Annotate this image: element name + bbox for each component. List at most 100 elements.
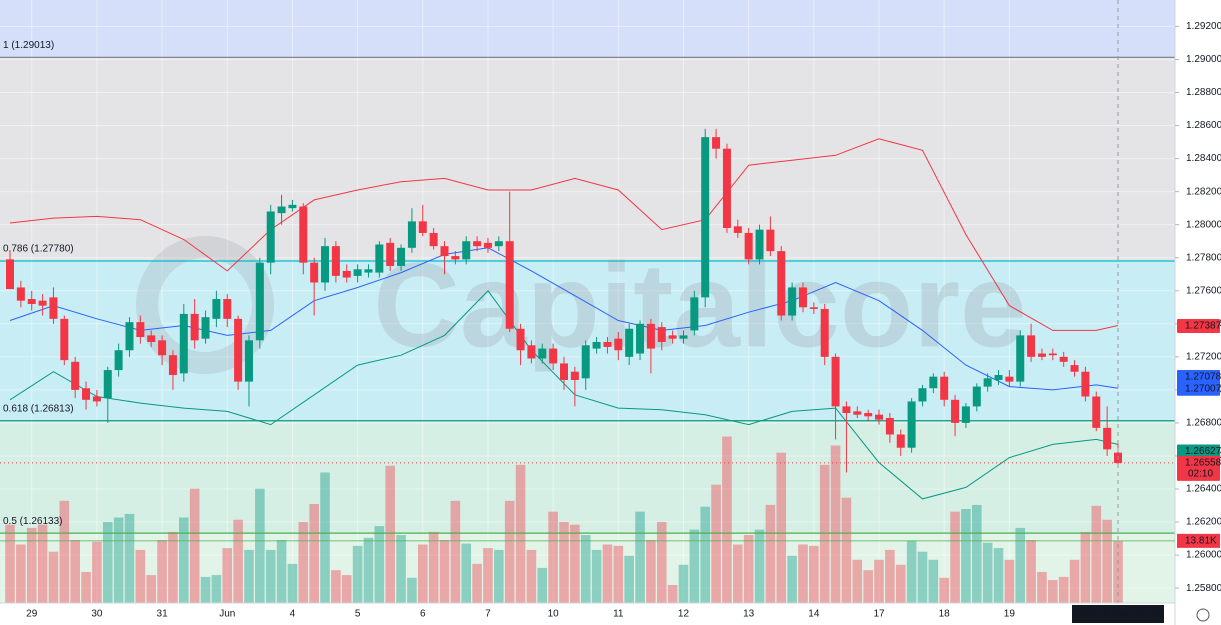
candle-body (1103, 427, 1112, 450)
candle-body (201, 317, 210, 339)
volume-bar (591, 549, 602, 603)
fib-label: 0.618 (1.26813) (3, 403, 74, 414)
candle-body (168, 355, 177, 376)
candle-body (712, 137, 721, 149)
volume-bar (59, 500, 70, 603)
volume-bar (168, 531, 178, 603)
volume-bar (124, 513, 135, 603)
y-tick-label: 1.28000 (1186, 219, 1221, 230)
candle-body (560, 363, 568, 380)
candle-body (951, 399, 960, 423)
volume-bar (548, 511, 558, 603)
volume-bar (971, 504, 982, 603)
candle-body (483, 242, 492, 248)
watermark: Capitalcore (373, 239, 1027, 373)
volume-bar (37, 524, 48, 603)
volume-bar (494, 549, 504, 603)
volume-bar (135, 549, 146, 603)
volume-bar (667, 585, 678, 603)
volume-bar (407, 577, 417, 603)
volume-bar (320, 472, 330, 603)
volume-bar (1015, 527, 1026, 603)
price-marker-box (1177, 369, 1220, 384)
y-tick-label: 1.27600 (1186, 285, 1221, 296)
x-tick-label: 12 (678, 609, 690, 620)
volume-bar (700, 506, 711, 603)
candle-body (592, 341, 601, 349)
settings-icon[interactable] (1196, 608, 1210, 622)
candle-body (331, 246, 340, 276)
fib-zone (0, 420, 1175, 534)
y-tick-label: 1.26000 (1186, 550, 1221, 561)
candle-body (321, 246, 330, 283)
candle-body (38, 300, 47, 306)
candle-body (744, 232, 753, 260)
candle-body (831, 356, 840, 407)
candle-body (255, 262, 264, 341)
candle-body (429, 232, 438, 247)
volume-bar (16, 544, 26, 603)
volume-bar (385, 465, 395, 603)
volume-bar (189, 488, 200, 603)
volume-bar (950, 511, 960, 603)
candle-body (114, 350, 123, 371)
fib-label: 1 (1.29013) (3, 40, 54, 51)
candle-body (92, 396, 101, 402)
y-tick-label: 1.26200 (1186, 517, 1221, 528)
candle-body (668, 335, 677, 339)
volume-bar (363, 537, 374, 603)
x-tick-label: 18 (939, 609, 951, 620)
volume-bar (428, 531, 439, 603)
volume-bar (1058, 576, 1069, 603)
bollinger-upper (9, 138, 1119, 331)
x-tick-label: 30 (91, 609, 103, 620)
candle-body (190, 313, 199, 341)
volume-bar (1091, 505, 1102, 603)
candle-body (397, 247, 406, 266)
candle-body (690, 297, 699, 331)
candle-body (158, 340, 167, 356)
y-tick-label: 1.27800 (1186, 252, 1221, 263)
crosshair-time: 17:00 (1138, 609, 1163, 620)
candle-body (364, 269, 373, 273)
candle-body (71, 361, 80, 390)
candle-body (766, 229, 775, 252)
volume-bar (276, 540, 287, 603)
x-tick-label: 31 (157, 609, 169, 620)
countdown: 02:10 (1188, 469, 1213, 480)
candle-body (1037, 353, 1046, 357)
volume-bar (906, 540, 917, 603)
candle-body (875, 414, 884, 420)
y-tick-label: 1.25800 (1186, 583, 1221, 594)
volume-bar (515, 464, 526, 603)
volume-bar (233, 519, 243, 603)
x-tick-label: 17 (873, 609, 885, 620)
candle-body (885, 417, 894, 435)
price-marker-box (1177, 381, 1220, 396)
candle-body (212, 299, 221, 319)
fib-label: 0.786 (1.27780) (3, 244, 74, 255)
candle-body (907, 401, 916, 448)
volume-bar (624, 555, 634, 603)
crosshair-box (1072, 605, 1164, 623)
candle-body (733, 226, 742, 233)
volume-bar (961, 508, 971, 603)
candle-body (777, 251, 786, 316)
candle-body (820, 308, 829, 357)
x-tick-label: 29 (26, 609, 38, 620)
volume-bar (255, 488, 265, 603)
y-tick-label: 1.27200 (1186, 351, 1221, 362)
candle-body (755, 229, 764, 260)
volume-bar (765, 504, 776, 603)
volume-bar (102, 522, 113, 603)
volume-bar (819, 464, 830, 603)
candle-body (570, 371, 579, 380)
volume-bar (570, 524, 580, 603)
fib-zone (0, 0, 1175, 58)
x-tick-label: 19 (1004, 609, 1016, 620)
volume-bar (917, 551, 928, 603)
candle-body (179, 313, 188, 374)
x-tick-label: 4 (290, 609, 296, 620)
candle-body (636, 323, 645, 354)
